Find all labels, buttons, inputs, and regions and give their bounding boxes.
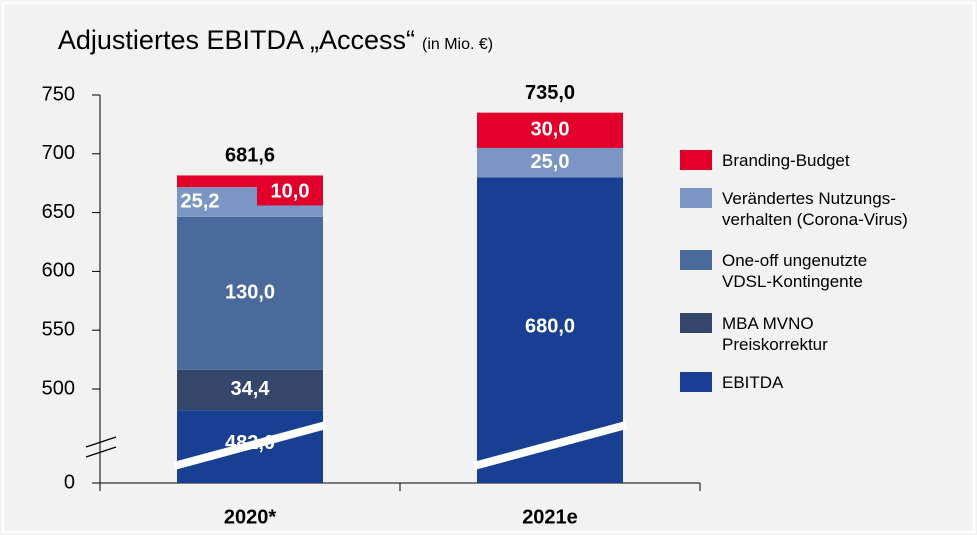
- bar-segment: [477, 147, 623, 178]
- value-label: 30,0: [531, 119, 570, 141]
- legend-swatch: [680, 188, 712, 208]
- legend-label: MBA MVNO Preiskorrektur: [722, 314, 828, 354]
- total-label: 681,6: [225, 145, 275, 167]
- y-tick-label: 650: [42, 201, 75, 223]
- bar-segment: [177, 369, 323, 411]
- legend-swatch: [680, 150, 712, 170]
- legend-item: MBA MVNO Preiskorrektur: [680, 313, 828, 355]
- chart-subtitle: (in Mio. €): [422, 36, 493, 53]
- bar-break: [172, 421, 328, 470]
- value-label: 34,4: [231, 378, 271, 400]
- value-label: 10,0: [271, 181, 310, 203]
- legend-item: One-off ungenutzte VDSL-Kontingente: [680, 250, 867, 292]
- legend-swatch: [680, 313, 712, 333]
- legend-swatch: [680, 372, 712, 392]
- chart-title: Adjustiertes EBITDA „Access“: [58, 25, 415, 55]
- bar-segment: [177, 175, 323, 188]
- y-tick-label: 0: [64, 471, 75, 493]
- bar-break: [472, 421, 628, 470]
- y-tick-label: 750: [42, 83, 75, 105]
- y-tick-label: 600: [42, 260, 75, 282]
- axis-break: [85, 436, 117, 448]
- y-tick-label: 550: [42, 318, 75, 340]
- label-box: [257, 177, 323, 206]
- legend-label: One-off ungenutzte VDSL-Kontingente: [722, 251, 868, 291]
- value-label: 130,0: [225, 282, 275, 304]
- bar-segment: [177, 216, 323, 370]
- value-label: 680,0: [525, 315, 575, 337]
- value-label: 25,0: [531, 151, 570, 173]
- legend-item: Branding-Budget: [680, 150, 850, 171]
- legend-label: Branding-Budget: [722, 151, 850, 170]
- legend-label: EBITDA: [722, 373, 784, 392]
- legend-swatch: [680, 250, 712, 270]
- legend-item: Verändertes Nutzungs- verhalten (Corona-…: [680, 188, 908, 230]
- y-tick-label: 500: [42, 377, 75, 399]
- y-tick-label: 700: [42, 142, 75, 164]
- value-label: 25,2: [181, 190, 220, 212]
- legend-item: EBITDA: [680, 372, 783, 393]
- legend-label: Verändertes Nutzungs- verhalten (Corona-…: [722, 189, 908, 229]
- bar-segment: [477, 112, 623, 148]
- x-tick-label: 2021e: [522, 506, 578, 528]
- axis-break: [85, 446, 117, 458]
- total-label: 735,0: [525, 82, 575, 104]
- x-tick-label: 2020*: [224, 506, 276, 528]
